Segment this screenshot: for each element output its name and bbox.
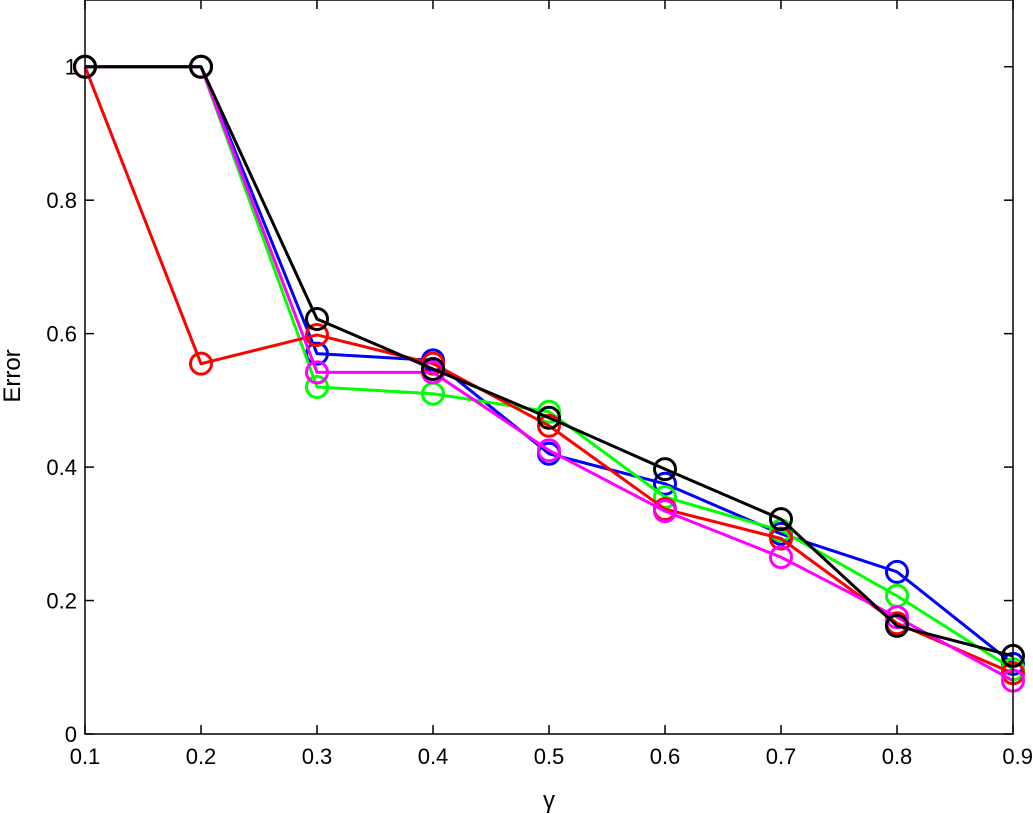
x-tick-label: 0.5 — [534, 744, 565, 769]
data-point-marker — [537, 438, 561, 463]
series-line — [83, 66, 1014, 675]
series-3 — [73, 54, 1025, 693]
data-point-marker — [769, 526, 793, 551]
x-tick-label: 0.7 — [766, 744, 797, 769]
series-line — [85, 65, 1014, 671]
data-point-marker — [653, 457, 677, 482]
y-tick-label: 0.2 — [46, 589, 77, 614]
y-tick-label: 1 — [65, 55, 77, 80]
series-line — [85, 65, 1014, 682]
x-tick-label: 0.6 — [650, 744, 681, 769]
y-tick-label: 0.6 — [46, 322, 77, 347]
series-1 — [73, 54, 1025, 682]
ticks-layer: 0.1 0.2 0.3 0.4 0.5 0.6 0.7 0.8 0.9 0 0.2 0.4 0.6 0.8… — [46, 0, 1033, 769]
series-2 — [73, 54, 1025, 686]
data-point-marker — [885, 613, 909, 638]
data-point-marker — [421, 357, 445, 382]
y-tick-label: 0 — [65, 722, 77, 747]
data-point-marker — [305, 306, 329, 331]
data-point-marker — [885, 559, 909, 584]
data-point-marker — [305, 360, 329, 385]
data-point-marker — [769, 507, 793, 532]
y-tick-label: 0.8 — [46, 188, 77, 213]
y-tick-label: 0.4 — [46, 455, 77, 480]
series-0 — [73, 54, 1025, 676]
data-point-marker — [305, 322, 329, 347]
data-point-marker — [537, 405, 561, 430]
x-tick-label: 0.1 — [70, 744, 101, 769]
data-point-marker — [769, 545, 793, 570]
series-line — [85, 65, 1014, 658]
series-4 — [73, 54, 1025, 668]
x-tick-label: 0.4 — [418, 744, 449, 769]
series-layer — [73, 54, 1025, 693]
x-axis-label: γ — [543, 787, 555, 814]
data-point-marker — [653, 499, 677, 524]
series-line — [85, 65, 1014, 666]
x-tick-label: 0.2 — [186, 744, 217, 769]
x-tick-label: 0.8 — [882, 744, 913, 769]
data-point-marker — [537, 413, 561, 438]
data-point-marker — [305, 375, 329, 400]
x-tick-label: 0.3 — [302, 744, 333, 769]
data-point-marker — [653, 471, 677, 496]
x-tick-label: 0.9 — [1002, 744, 1033, 769]
data-point-marker — [189, 351, 213, 376]
y-axis-label: Error — [0, 349, 26, 402]
data-point-marker — [189, 54, 213, 79]
plot-frame — [84, 0, 1014, 735]
